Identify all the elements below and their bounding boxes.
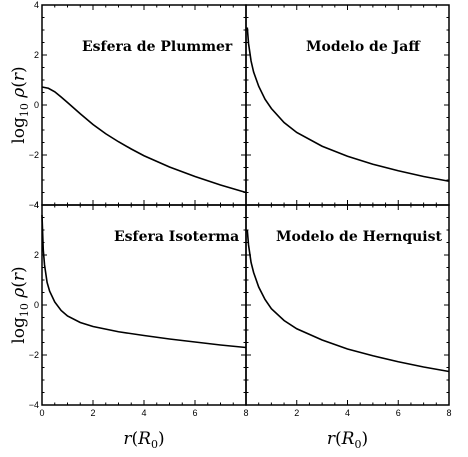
panel-title: Esfera de Plummer — [82, 39, 233, 55]
y-tick-label: 0 — [34, 100, 39, 110]
panel-top-right: Modelo de Jaff — [245, 4, 450, 206]
y-axis-label: log10 ρ(r) — [9, 266, 31, 343]
y-axis-label: log10 ρ(r) — [9, 66, 31, 143]
y-tick-label: −4 — [29, 400, 39, 410]
density-curve — [246, 27, 450, 183]
density-curve — [41, 86, 247, 194]
x-tick-label: 4 — [345, 408, 350, 418]
x-axis-label: r(R0) — [123, 429, 164, 451]
x-axis-label: r(R0) — [327, 429, 368, 451]
x-tick-label: 8 — [446, 408, 451, 418]
panel-title: Esfera Isoterma — [114, 229, 239, 245]
x-tick-label: 2 — [294, 408, 299, 418]
y-tick-label: 2 — [34, 50, 39, 60]
density-curve — [246, 229, 450, 373]
y-tick-label: 4 — [34, 0, 39, 10]
y-tick-label: −4 — [29, 200, 39, 210]
panel-top-left: −4 −2 0 2 4 Esfera de Plummer — [29, 0, 247, 210]
panel-title: Modelo de Hernquist — [276, 229, 442, 245]
panel-frame — [41, 4, 247, 206]
panel-title: Modelo de Jaff — [306, 39, 421, 55]
panel-bottom-right: 2 4 6 8 Modelo de Hernquist — [245, 204, 452, 418]
y-tick-label: −2 — [29, 150, 39, 160]
x-tick-label: 0 — [39, 408, 44, 418]
y-tick-label: 2 — [34, 250, 39, 260]
y-tick-label: −2 — [29, 350, 39, 360]
y-tick-label: 0 — [34, 300, 39, 310]
x-tick-label: 6 — [396, 408, 401, 418]
x-tick-label: 6 — [192, 408, 197, 418]
y-tick-label: 4 — [34, 200, 39, 210]
x-tick-label: 4 — [141, 408, 146, 418]
x-tick-label: 2 — [90, 408, 95, 418]
panel-bottom-left: 0 2 4 6 8 −4 −2 0 2 4 Esfera Isoterma — [29, 200, 249, 418]
x-tick-label: 8 — [243, 408, 248, 418]
density-curve — [41, 214, 247, 349]
